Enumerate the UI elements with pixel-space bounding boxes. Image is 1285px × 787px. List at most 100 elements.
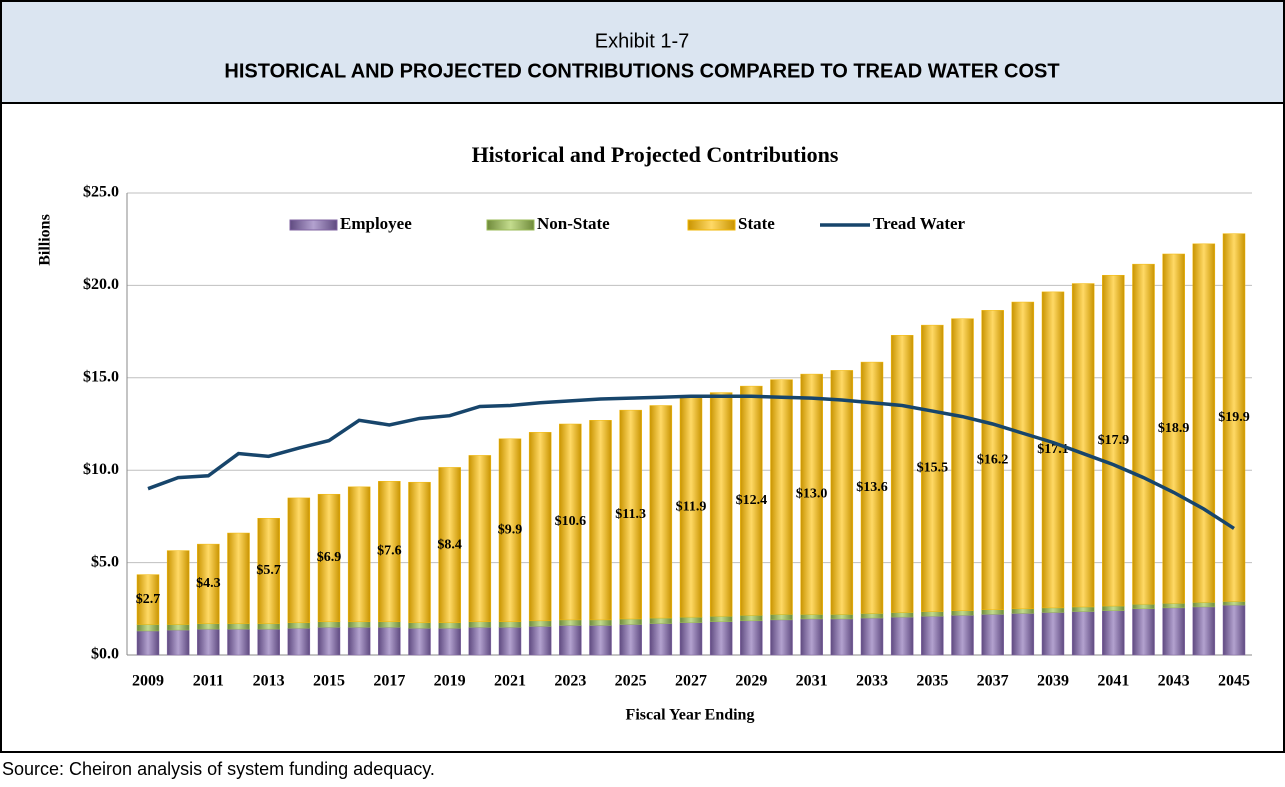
bar-segment [860,613,884,619]
bar-segment [890,335,914,613]
legend-label: Tread Water [873,214,966,233]
x-tick-label: 2027 [675,673,707,690]
bar-segment [951,610,974,616]
legend-label: State [738,214,775,233]
x-tick-label: 2041 [1097,673,1129,690]
bar-segment [740,615,763,622]
bar-segment [166,624,190,631]
bar-segment [438,622,461,629]
x-tick-label: 2011 [193,673,224,690]
bar-segment [287,497,311,623]
bar-segment [287,627,311,656]
bar-segment [679,622,703,656]
bar-segment [619,409,642,620]
bar-segment [498,627,522,656]
bar-segment [770,379,793,615]
bar-segment [408,627,431,656]
bar-segment [830,614,854,620]
bar-segment [800,373,823,615]
bar-segment [227,532,250,624]
data-label: $13.6 [856,480,888,495]
bar-segment [257,517,280,624]
bar-segment [981,614,1004,656]
data-label: $18.9 [1158,421,1190,436]
x-tick-label: 2035 [916,673,948,690]
legend-swatch [486,219,535,231]
bar-segment [347,627,371,656]
bar-segment [1162,603,1185,609]
legend-label: Non-State [537,214,610,233]
exhibit-label: Exhibit 1-7 [595,30,690,52]
bar-segment [317,621,341,628]
x-tick-label: 2033 [856,673,888,690]
bar-segment [1162,253,1185,604]
x-tick-label: 2025 [615,673,647,690]
data-label: $11.9 [676,499,707,514]
bar-segment [438,627,461,656]
y-tick-label: $0.0 [91,646,119,663]
bar-segment [890,616,914,656]
bar-segment [136,574,160,625]
data-label: $10.6 [555,514,587,529]
y-tick-label: $25.0 [83,184,119,201]
bar-segment [197,543,220,624]
bar-segment [287,622,311,629]
x-axis-label: Fiscal Year Ending [626,707,755,724]
bar-segment [1222,604,1246,656]
bar-segment [468,627,492,656]
bar-segment [227,628,250,656]
bar-segment [709,621,733,656]
bar-segment [528,626,552,656]
bar-segment [1071,606,1095,612]
header-band [0,0,1285,104]
plot: $0.0 $5.0 $10.0 $15.0 $20.0 $25.0 2009 2011 2013… [83,184,1252,690]
bar-segment [800,614,823,620]
y-axis-label: Billions [37,214,54,266]
bar-segment [800,618,823,656]
bar-segment [770,619,793,656]
data-label: $17.9 [1098,433,1130,448]
bar-segment [468,621,492,628]
x-tick-label: 2045 [1218,673,1250,690]
y-tick-label: $5.0 [91,553,119,570]
bar-segment [589,420,612,621]
bar-segment [378,481,401,622]
line [147,394,1235,530]
bar-segment [1222,601,1246,606]
bar-segment [559,423,582,621]
bar-segment [136,624,160,632]
data-label: $8.4 [437,537,462,552]
bar-segment [921,611,944,617]
bar-segment [709,615,733,622]
bar-segment [1132,263,1155,605]
bar-segment [1132,603,1155,610]
data-label: $2.7 [136,592,161,607]
bar-segment [679,616,703,623]
legend-label: Employee [340,214,412,233]
bar-segment [1071,283,1095,608]
bar-segment [830,370,854,615]
x-tick-label: 2017 [373,673,405,690]
x-tick-label: 2015 [313,673,345,690]
bar-segment [227,623,250,630]
bar-segment [921,615,944,656]
bar-segment [257,623,280,630]
data-label: $5.7 [256,563,281,578]
bar-segment [1192,602,1216,608]
data-label: $19.9 [1218,410,1250,425]
bar-segment [1102,605,1125,611]
bar-segment [740,385,763,616]
x-tick-label: 2023 [554,673,586,690]
data-label: $11.3 [615,507,646,522]
frame [0,0,1285,753]
bar-segment [1011,613,1035,656]
bar-segment [951,615,974,656]
bar-segment [136,630,160,656]
bar-segment [951,318,974,611]
bar-segment [981,310,1004,610]
bar-segment [347,621,371,628]
bar-segment [740,620,763,656]
bar-segment [1192,606,1216,656]
bar-segment [1011,301,1035,610]
bar-segment [1011,608,1035,614]
